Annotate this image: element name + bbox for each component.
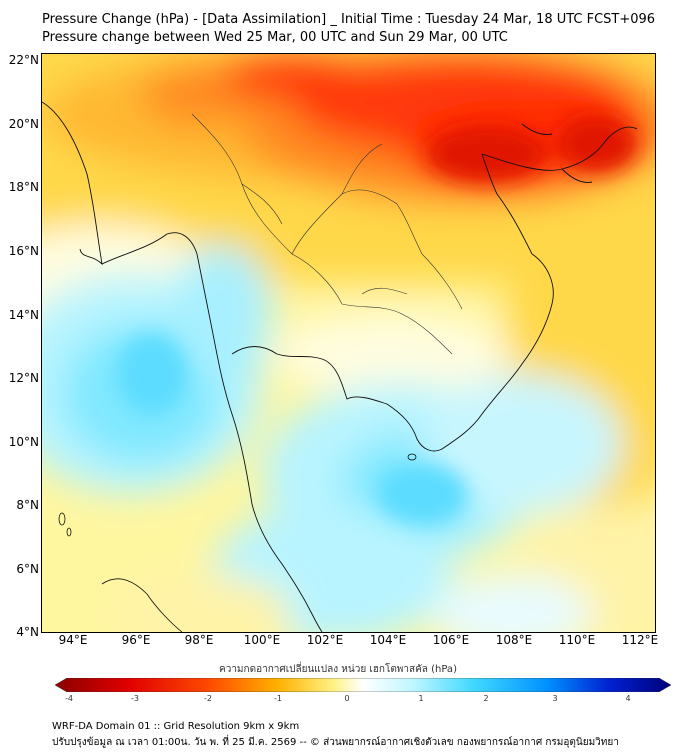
lat-label-22n: 22°N: [8, 53, 39, 67]
lon-label-108e: 108°E: [495, 633, 533, 647]
lon-label-100e: 100°E: [243, 633, 281, 647]
colorbar-label-0: 0: [344, 694, 350, 703]
colorbar-title: ความกดอากาศเปลี่ยนแปลง หน่วย เฮกโตพาสคัล…: [219, 664, 457, 675]
colorbar-label-2: 2: [483, 694, 489, 703]
map-title: Pressure Change (hPa) - [Data Assimilati…: [42, 12, 656, 27]
footer-update-info: ปรับปรุงข้อมูล ณ เวลา 01:00น. วัน พ. ที่…: [52, 737, 619, 748]
colorbar-label-neg2: -2: [204, 694, 212, 703]
colorbar-label-neg4: -4: [65, 694, 73, 703]
colorbar-label-3: 3: [552, 694, 558, 703]
colorbar-label-neg1: -1: [274, 694, 282, 703]
colorbar: [55, 678, 671, 692]
lat-label-12n: 12°N: [8, 371, 39, 385]
lon-label-94e: 94°E: [58, 633, 88, 647]
lon-label-96e: 96°E: [121, 633, 151, 647]
lat-label-16n: 16°N: [8, 244, 39, 258]
lat-label-4n: 4°N: [16, 625, 39, 639]
colorbar-label-1: 1: [418, 694, 424, 703]
lon-label-112e: 112°E: [621, 633, 659, 647]
lon-label-110e: 110°E: [558, 633, 596, 647]
borders: [191, 113, 463, 355]
map-canvas: [42, 54, 655, 632]
lat-label-8n: 8°N: [16, 498, 39, 512]
lat-label-14n: 14°N: [8, 308, 39, 322]
map-subtitle: Pressure change between Wed 25 Mar, 00 U…: [42, 30, 508, 45]
coastlines: [42, 101, 638, 632]
lon-label-104e: 104°E: [369, 633, 407, 647]
colorbar-label-4: 4: [625, 694, 631, 703]
lat-label-18n: 18°N: [8, 180, 39, 194]
lat-label-10n: 10°N: [8, 435, 39, 449]
lon-label-102e: 102°E: [306, 633, 344, 647]
footer-model-info: WRF-DA Domain 01 :: Grid Resolution 9km …: [52, 721, 300, 732]
colorbar-label-neg3: -3: [131, 694, 139, 703]
lon-label-98e: 98°E: [184, 633, 214, 647]
pressure-change-map: [41, 53, 656, 633]
lon-label-106e: 106°E: [432, 633, 470, 647]
lat-label-6n: 6°N: [16, 562, 39, 576]
lat-label-20n: 20°N: [8, 117, 39, 131]
